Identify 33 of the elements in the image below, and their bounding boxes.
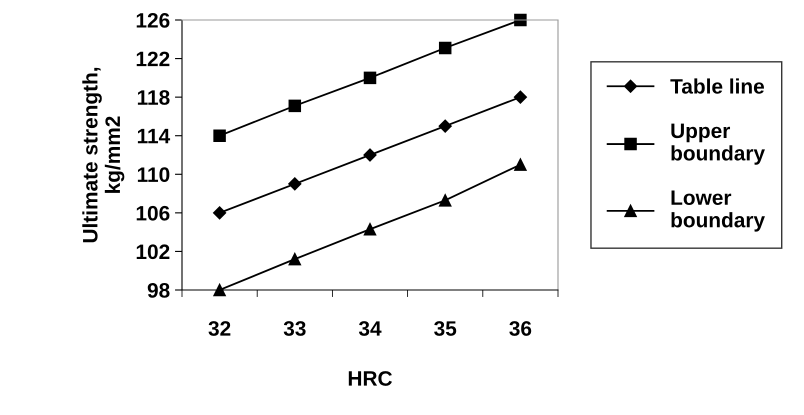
legend-label: Lower boundary: [672, 190, 765, 232]
point: [288, 252, 302, 266]
point: [438, 42, 452, 54]
point: [213, 284, 226, 296]
point: [514, 158, 527, 171]
x-tick-label: 36: [509, 321, 532, 336]
y-tick-label: 106: [136, 206, 170, 221]
point: [364, 223, 376, 236]
x-tick-label: 32: [208, 321, 230, 336]
y-axis-title: Ultimate strength, kg/mm2: [82, 68, 124, 242]
x-tick-label: 33: [284, 321, 306, 336]
y-tick-label: 118: [138, 90, 170, 105]
point: [514, 90, 527, 104]
legend-label: Table line: [670, 78, 764, 94]
y-tick-label: 114: [138, 128, 170, 144]
point: [364, 72, 376, 84]
y-tick-label: 110: [138, 167, 170, 182]
point: [288, 100, 302, 112]
point: [213, 206, 226, 220]
point: [363, 148, 377, 162]
y-tick-label: 98: [148, 283, 170, 298]
x-axis-title: HRC: [348, 371, 392, 386]
point: [288, 177, 302, 191]
x-tick-label: 35: [434, 321, 456, 336]
point: [213, 129, 226, 142]
point: [438, 194, 452, 207]
point: [514, 14, 527, 26]
x-tick-label: 34: [358, 321, 382, 336]
legend-label: Upper boundary: [671, 124, 765, 165]
y-tick-label: 122: [136, 52, 170, 66]
y-tick-label: 102: [136, 244, 170, 260]
point: [438, 119, 452, 133]
y-tick-label: 126: [136, 13, 170, 28]
